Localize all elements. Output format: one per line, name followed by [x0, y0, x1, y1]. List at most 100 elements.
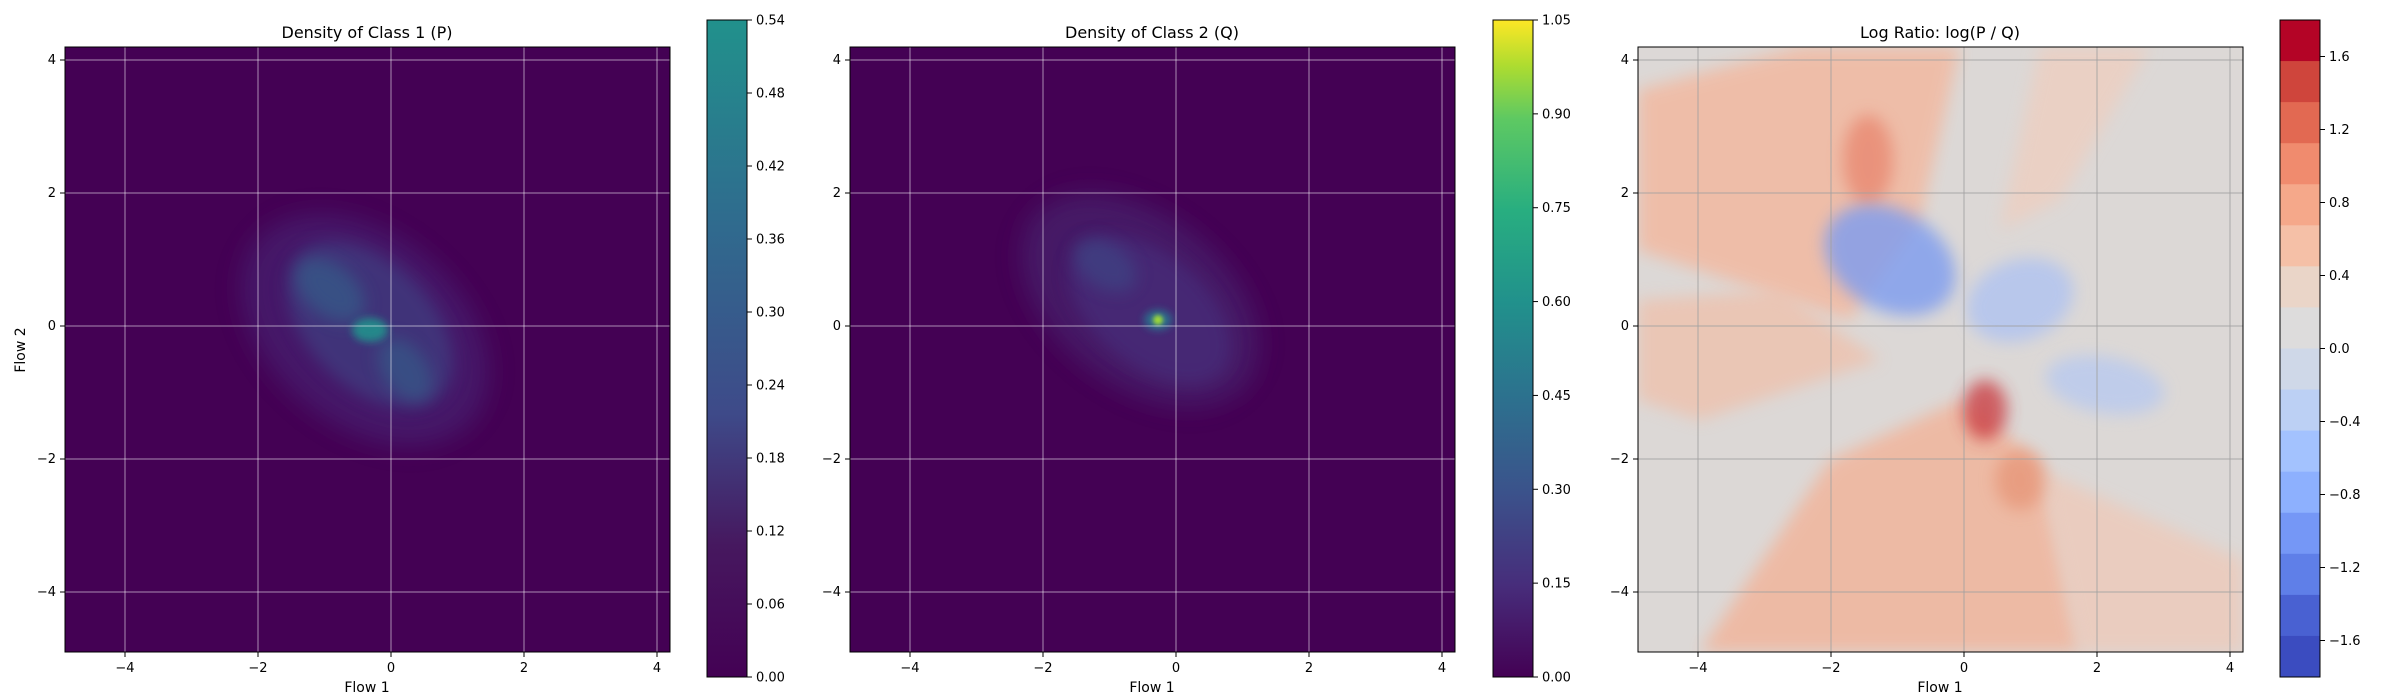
colorbar-tick-label: 0.60	[1542, 295, 1571, 310]
colorbar-band	[2280, 61, 2320, 103]
colorbar-tick-label: −1.6	[2329, 634, 2361, 649]
panel3-colorbar: 1.6 1.2 0.8 0.4 0.0 −0.4 −0.8 −1.2 −1.6	[2279, 19, 2361, 678]
panel1-tick-marks	[60, 59, 658, 657]
panel1-density-field	[241, 214, 489, 446]
panel2-ytick: −2	[822, 452, 841, 467]
panel3-ytick: 2	[1621, 186, 1629, 201]
panel1-ytick: 2	[48, 186, 56, 201]
colorbar-band	[2280, 102, 2320, 144]
panel2-density-lobe-left	[1073, 238, 1137, 292]
panel1-grid	[65, 47, 670, 652]
panel1-xtick: 2	[520, 661, 528, 676]
panel3-ytick-labels: −4 −2 0 2 4	[1610, 53, 1629, 600]
panel3-xtick: −2	[1821, 661, 1840, 676]
panel1-xlabel: Flow 1	[344, 680, 389, 696]
colorbar-band	[2280, 143, 2320, 185]
colorbar-band	[2280, 184, 2320, 226]
panel1-ytick: −2	[37, 452, 56, 467]
panel1-title: Density of Class 1 (P)	[282, 23, 453, 42]
colorbar-tick-label: 0.8	[2329, 196, 2350, 211]
panel2-ytick: 4	[833, 53, 841, 68]
panel3-title: Log Ratio: log(P / Q)	[1860, 23, 2020, 42]
panel2-ytick: 0	[833, 319, 841, 334]
colorbar-band	[2280, 594, 2320, 637]
panel2-xtick: 4	[1438, 661, 1446, 676]
panel3-grid	[1638, 47, 2243, 652]
colorbar-band	[2280, 471, 2320, 514]
panel2-colorbar-fill	[1493, 20, 1533, 677]
colorbar-band	[2280, 635, 2320, 678]
colorbar-tick-label: 0.00	[756, 671, 785, 686]
panel-class2: Density of Class 2 (Q) −4	[822, 14, 1571, 697]
panel3-xtick-labels: −4 −2 0 2 4	[1688, 661, 2234, 676]
panel3-xtick: −4	[1688, 661, 1707, 676]
panel1-xtick: 0	[387, 661, 395, 676]
panel1-xtick-labels: −4 −2 0 2 4	[115, 661, 661, 676]
colorbar-tick-label: 0.18	[756, 452, 785, 467]
panel3-xlabel: Flow 1	[1917, 680, 1962, 696]
panel2-density-field	[1021, 193, 1259, 407]
colorbar-band	[2280, 430, 2320, 473]
panel1-ytick-labels: −4 −2 0 2 4	[37, 53, 56, 600]
colorbar-tick-label: 0.30	[756, 306, 785, 321]
colorbar-tick-label: 0.90	[1542, 107, 1571, 122]
colorbar-band	[2280, 512, 2320, 555]
panel1-xtick: 4	[653, 661, 661, 676]
colorbar-tick-label: 0.30	[1542, 483, 1571, 498]
colorbar-tick-label: 0.24	[756, 379, 785, 394]
panel1-axes-frame	[64, 46, 671, 653]
colorbar-tick-label: 0.45	[1542, 389, 1571, 404]
colorbar-tick-label: 1.2	[2329, 123, 2350, 138]
panel3-hotspot-lower	[1995, 450, 2045, 510]
colorbar-tick-label: 0.4	[2329, 269, 2350, 284]
panel1-xtick: −2	[248, 661, 267, 676]
colorbar-band	[2280, 348, 2320, 391]
panel3-coldspot-left	[1824, 204, 1956, 316]
panel1-density-lobe-lower	[378, 338, 432, 402]
panel3-region-warm-upper-right	[2000, 47, 2150, 230]
colorbar-band	[2280, 20, 2320, 62]
panel1-ytick: −4	[37, 585, 56, 600]
panel3-tick-marks	[1633, 59, 2231, 657]
colorbar-band	[2280, 266, 2320, 308]
panel1-ylabel: Flow 2	[13, 327, 29, 372]
panel3-xtick: 4	[2226, 661, 2234, 676]
panel2-title: Density of Class 2 (Q)	[1065, 23, 1239, 42]
panel2-xlabel: Flow 1	[1129, 680, 1174, 696]
colorbar-tick-label: 1.05	[1542, 14, 1571, 29]
colorbar-tick-label: −0.8	[2329, 488, 2361, 503]
panel3-coldspot-right	[2045, 355, 2165, 415]
panel3-colorbar-bands	[2280, 20, 2320, 678]
panel2-ytick: −4	[822, 585, 841, 600]
panel2-xtick: 0	[1172, 661, 1180, 676]
colorbar-tick-label: −1.2	[2329, 561, 2361, 576]
colorbar-tick-label: 0.42	[756, 160, 785, 175]
panel-log-ratio: Log Ratio: log(P / Q)	[1610, 19, 2361, 696]
panel1-colorbar: 0.00 0.06 0.12 0.18 0.24 0.30 0.36 0.42 0.48 0.54	[706, 14, 785, 686]
panel3-ytick: 0	[1621, 319, 1629, 334]
panel2-xtick: 2	[1305, 661, 1313, 676]
panel2-density-peak	[1153, 315, 1163, 325]
panel1-density-lobe-left	[295, 257, 365, 323]
colorbar-tick-label: 0.48	[756, 87, 785, 102]
panel2-colorbar-frame	[1492, 19, 1534, 678]
panel3-ytick: −4	[1610, 585, 1629, 600]
colorbar-tick-label: 0.75	[1542, 201, 1571, 216]
colorbar-tick-label: 0.15	[1542, 577, 1571, 592]
panel1-xtick: −4	[115, 661, 134, 676]
panel2-grid	[850, 47, 1455, 652]
panel1-colorbar-fill	[707, 20, 747, 677]
colorbar-tick-label: 0.36	[756, 233, 785, 248]
panel1-colorbar-ticks: 0.00 0.06 0.12 0.18 0.24 0.30 0.36 0.42 0.48 0.54	[747, 14, 785, 686]
panel-class1: Density of Class 1 (P) −4	[13, 14, 785, 697]
panel3-hotspot-upper	[1843, 115, 1893, 205]
panel3-region-warm-bottom	[1700, 400, 2080, 652]
colorbar-tick-label: 0.54	[756, 14, 785, 29]
colorbar-tick-label: 0.00	[1542, 671, 1571, 686]
panel2-axes-frame	[849, 46, 1456, 653]
panel2-xtick: −4	[900, 661, 919, 676]
panel3-colorbar-ticks: 1.6 1.2 0.8 0.4 0.0 −0.4 −0.8 −1.2 −1.6	[2320, 50, 2361, 649]
panel3-xtick: 2	[2093, 661, 2101, 676]
colorbar-tick-label: 0.06	[756, 598, 785, 613]
